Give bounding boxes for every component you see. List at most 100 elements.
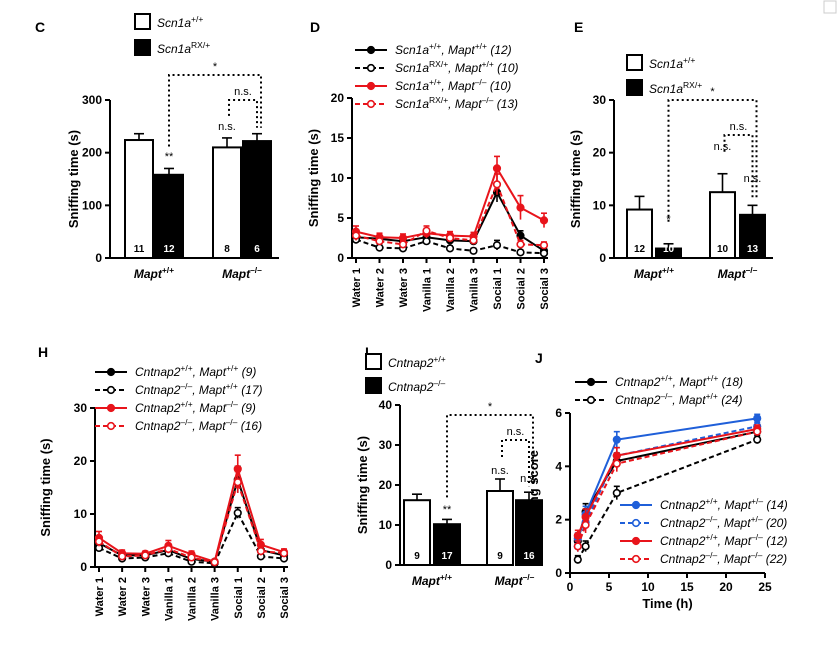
panel-i-y-axis-title: Sniffing time (s)	[355, 436, 370, 534]
panel-e-legend-label: Scn1aRX/+	[649, 80, 702, 96]
panel-e-legend-label: Scn1a+/+	[649, 55, 695, 71]
panel-h-y-tick-label: 20	[74, 454, 88, 468]
panel-c-legend-label: Scn1a+/+	[157, 14, 203, 30]
panel-h-x-tick-label: Social 3	[279, 577, 291, 619]
panel-h-series-point	[279, 549, 289, 558]
panel-e-letter: E	[574, 19, 583, 35]
panel-e: E Scn1a+/+ Scn1aRX/+ 0 10 20 30 Sniffing time (…	[568, 19, 773, 281]
panel-j-y-tick-label: 6	[555, 406, 562, 420]
panel-i-bar-sig: **	[443, 504, 452, 516]
panel-c-legend-swatch	[134, 13, 151, 30]
panel-h-x-tick-label: Water 3	[140, 577, 152, 616]
panel-d-legend-label: Scn1a+/+, Mapt–/– (10)	[395, 77, 511, 93]
panel-d-y-tick-label: 10	[331, 171, 345, 185]
panel-e-bracket-label: *	[710, 86, 715, 98]
panel-d-series-point	[492, 180, 502, 189]
panel-j-legend-marker	[631, 536, 641, 546]
panel-c-y-tick-label: 300	[82, 93, 102, 107]
panel-e-legend-swatch	[626, 79, 643, 96]
panel-e-bar	[709, 191, 736, 260]
panel-j-legend-label: Cntnap2–/–, Mapt+/– (20)	[660, 514, 787, 530]
panel-j-x-axis-title: Time (h)	[642, 596, 692, 611]
panel-c-bar	[212, 146, 242, 259]
panel-c-bracket	[168, 74, 262, 147]
panel-d-letter: D	[310, 19, 320, 35]
panel-i-group-label: Mapt–/–	[495, 572, 535, 588]
panel-j-letter: J	[535, 350, 543, 366]
panel-i-bracket-label: *	[488, 401, 493, 413]
panel-d-series-point	[445, 233, 455, 243]
panel-h-legend-label: Cntnap2–/–, Mapt–/– (16)	[135, 417, 262, 433]
panel-j-x-tick-label: 15	[680, 580, 694, 594]
panel-i-legend-swatch	[365, 377, 382, 394]
panel-i-y-tick-label: 0	[385, 558, 392, 572]
panel-j-legend-label: Cntnap2–/–, Mapt–/– (22)	[660, 550, 787, 566]
panel-c-bar-sig: **	[165, 151, 174, 163]
panel-j-series-point	[753, 435, 762, 444]
panel-e-y-tick-label: 30	[593, 93, 607, 107]
panel-i-bar-sig: n.s.	[491, 465, 509, 477]
panel-d-x-tick-label: Water 1	[351, 268, 363, 307]
panel-i-bracket-label: n.s.	[507, 426, 525, 438]
panel-h-legend-marker	[106, 421, 116, 431]
panel-j-legend-label: Cntnap2+/+, Mapt+/– (14)	[660, 496, 788, 512]
panel-i-bar-n: 16	[523, 551, 535, 562]
panel-e-bar-sig: n.s.	[714, 141, 732, 153]
panel-j-x-tick-label: 10	[641, 580, 655, 594]
panel-i-y-tick-label: 40	[379, 398, 393, 412]
panel-d-series-point	[539, 241, 549, 250]
panel-j-series-point	[581, 542, 590, 551]
panel-i-bar	[486, 490, 514, 566]
panel-d-y-tick-label: 5	[337, 211, 344, 225]
panel-e-bar-n: 13	[747, 244, 759, 255]
panel-h-series-point	[164, 544, 173, 554]
panel-j-y-tick-label: 2	[555, 513, 562, 527]
corner-box-icon	[823, 0, 837, 14]
panel-i-legend-label: Cntnap2+/+	[388, 354, 446, 370]
panel-h-series-point	[233, 478, 242, 487]
panel-j-series-point	[573, 555, 582, 564]
panel-j-series-point	[612, 459, 621, 468]
panel-c-bracket-label: *	[213, 61, 218, 73]
panel-d-y-tick-label: 15	[331, 131, 345, 145]
panel-h-x-tick-label: Social 1	[233, 577, 245, 619]
panel-d-x-tick-label: Vanilla 1	[422, 268, 434, 312]
panel-c-group-label: Mapt+/+	[134, 265, 174, 281]
panel-j-series-point	[753, 427, 762, 436]
panel-j-series-point	[581, 520, 590, 530]
panel-h-x-tick-label: Water 1	[94, 577, 106, 616]
panel-i-y-tick-label: 30	[379, 438, 393, 452]
panel-d-legend-label: Scn1aRX/+, Mapt–/– (13)	[395, 95, 518, 111]
panel-i: I Cntnap2+/+ Cntnap2–/– 0 10 20 30 40 Sniffing t…	[355, 344, 543, 588]
panel-j: J 0 2 4 6 Nesting score 0 5 10 15 20 25 Time (h) Cntn…	[526, 350, 788, 611]
panel-i-bracket	[501, 439, 530, 487]
panel-d-series-point	[516, 231, 525, 240]
panel-e-bracket	[723, 134, 754, 200]
panel-h-x-tick-label: Water 2	[117, 577, 129, 616]
panel-h-series-point	[187, 553, 196, 562]
panel-h-y-tick-label: 30	[74, 401, 88, 415]
panel-e-y-tick-label: 0	[599, 251, 606, 265]
panel-j-legend-label: Cntnap2–/–, Mapt+/+ (24)	[615, 391, 743, 407]
panel-d-series-point	[375, 237, 384, 246]
panel-d-series-point	[398, 240, 408, 249]
panel-h-y-axis-title: Sniffing time (s)	[38, 438, 53, 536]
panel-h-y-tick-label: 10	[74, 507, 88, 521]
panel-j-series-point	[612, 435, 621, 444]
panel-h-legend-label: Cntnap2+/+, Mapt+/+ (9)	[135, 363, 256, 379]
panel-h-x-tick-label: Vanilla 1	[163, 577, 175, 621]
panel-c-y-axis-title: Sniffing time (s)	[66, 130, 81, 228]
panel-d-y-tick-label: 20	[331, 91, 345, 105]
panel-d-y-tick-label: 0	[337, 251, 344, 265]
panel-d-x-tick-label: Social 3	[539, 268, 551, 310]
panel-d-series-point	[539, 216, 549, 225]
panel-c-bar-n: 11	[134, 244, 145, 255]
panel-i-bar	[403, 499, 431, 567]
panel-c-group-label: Mapt–/–	[222, 265, 262, 281]
panel-c-bar-n: 12	[163, 244, 175, 255]
panel-j-legend-marker	[631, 554, 641, 564]
panel-j-series-line	[576, 438, 758, 561]
panel-i-letter: I	[365, 344, 369, 360]
panel-i-bar-n: 9	[497, 551, 503, 562]
panel-c-bar-sig: n.s.	[218, 121, 236, 133]
